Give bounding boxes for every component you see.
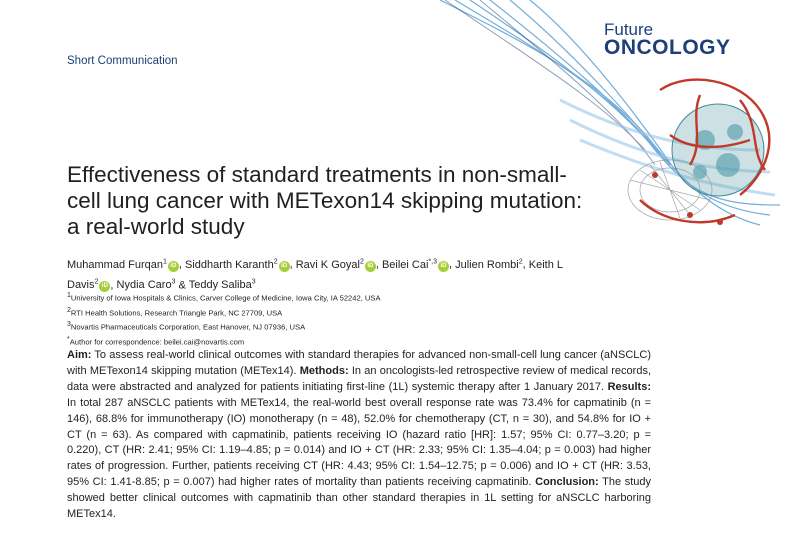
affiliation-line: 3Novartis Pharmaceuticals Corporation, E… (67, 319, 547, 334)
affiliation-line: *Author for correspondence: beilei.cai@n… (67, 334, 547, 349)
abstract: Aim: To assess real-world clinical outco… (67, 348, 651, 523)
author-name: Beilei Cai (381, 258, 429, 271)
abstract-section-text: To assess real-world clinical outcomes w… (67, 349, 651, 377)
abstract-section-heading: Aim: (67, 349, 92, 361)
author: Keith L Davis2iD (67, 258, 563, 293)
abstract-section-text: In total 287 aNSCLC patients with METex1… (67, 396, 651, 489)
author-affiliation-marker: *,3 (428, 258, 437, 265)
author: Teddy Saliba3 (188, 278, 256, 292)
abstract-section-heading: Methods: (299, 364, 349, 377)
affiliation-line: 1University of Iowa Hospitals & Clinics,… (67, 290, 547, 305)
journal-logo-name: ONCOLOGY (604, 36, 731, 59)
affiliation-text: Author for correspondence: beilei.cai@no… (69, 337, 245, 347)
affiliation-marker: 3 (67, 321, 71, 329)
author: Nydia Caro3 (116, 278, 176, 292)
author-affiliation-marker: 2 (518, 258, 523, 265)
author: Beilei Cai*,3iD (381, 258, 449, 272)
affiliation-line: 2RTI Health Solutions, Research Triangle… (67, 305, 547, 320)
author-affiliation-marker: 3 (251, 278, 256, 286)
orcid-icon[interactable]: iD (438, 260, 449, 272)
author-name: Keith L Davis (67, 258, 563, 292)
author-name: Nydia Caro (116, 279, 172, 292)
author-name: Siddharth Karanth (185, 258, 274, 271)
abstract-section-text: The study showed better clinical outcome… (67, 476, 651, 521)
article-title: Effectiveness of standard treatments in … (67, 162, 583, 239)
abstract-section-heading: Results: (607, 380, 651, 393)
author-name: Muhammad Furqan (67, 258, 163, 271)
orcid-icon[interactable]: iD (278, 260, 290, 272)
author-affiliation-marker: 2 (94, 278, 99, 286)
author-affiliation-marker: 3 (171, 278, 176, 286)
affiliation-marker: 2 (67, 306, 71, 314)
affiliation-marker: 1 (67, 292, 71, 299)
author-name: Teddy Saliba (188, 279, 252, 292)
author-affiliation-marker: 2 (273, 258, 278, 265)
author: Siddharth Karanth2iD (185, 258, 290, 272)
orcid-icon[interactable]: iD (364, 260, 376, 272)
author: Ravi K Goyal2iD (295, 258, 376, 272)
affiliation-text: Novartis Pharmaceuticals Corporation, Ea… (70, 322, 306, 332)
author: Muhammad Furqan1iD (67, 258, 179, 272)
author-affiliation-marker: 2 (359, 258, 364, 265)
affiliation-list: 1University of Iowa Hospitals & Clinics,… (67, 290, 547, 348)
author-name: Julien Rombi (455, 258, 519, 271)
author-affiliation-marker: 1 (163, 258, 167, 265)
orcid-icon[interactable]: iD (167, 260, 179, 272)
abstract-section-heading: Conclusion: (535, 476, 599, 489)
journal-logo-prefix: Future (604, 20, 654, 39)
author: Julien Rombi2 (455, 258, 523, 271)
article-type-label: Short Communication (67, 55, 178, 67)
author-name: Ravi K Goyal (295, 258, 360, 271)
orcid-icon[interactable]: iD (99, 281, 111, 293)
author-list: Muhammad Furqan1iD, Siddharth Karanth2iD… (67, 258, 563, 293)
abstract-section-text: In an oncologists-led retrospective revi… (67, 364, 651, 393)
affiliation-marker: * (67, 335, 70, 343)
affiliation-text: RTI Health Solutions, Research Triangle … (70, 308, 283, 318)
affiliation-text: University of Iowa Hospitals & Clinics, … (70, 293, 381, 303)
